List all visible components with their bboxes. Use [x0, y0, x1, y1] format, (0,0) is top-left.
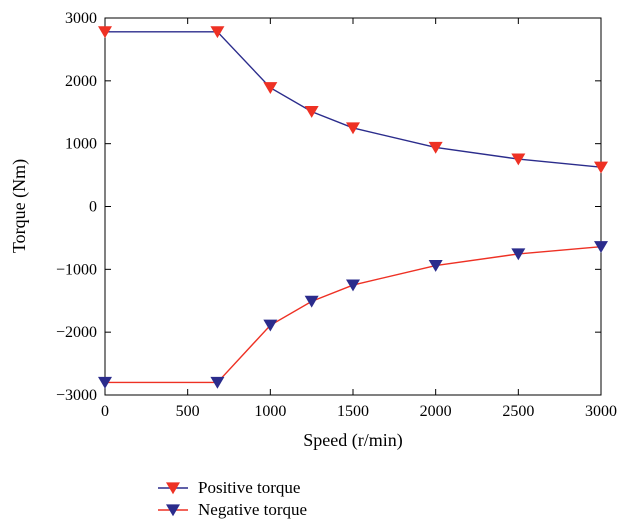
series-2-marker [511, 248, 526, 261]
x-tick-label: 1000 [254, 403, 286, 420]
x-axis-title: Speed (r/min) [303, 430, 402, 451]
y-tick-label: 2000 [65, 73, 97, 90]
series-1-marker [594, 161, 608, 174]
series-1-marker [210, 26, 225, 39]
series-1-marker [304, 106, 319, 118]
y-tick-label: −1000 [56, 261, 97, 278]
legend: Positive torque Negative torque [158, 478, 307, 519]
y-tick-label: 0 [89, 199, 97, 216]
legend-marker [166, 504, 180, 517]
series-2-marker [98, 376, 112, 389]
series-1-marker [263, 82, 278, 95]
legend-marker [166, 482, 180, 495]
legend-label: Positive torque [198, 478, 300, 497]
series-1-marker [428, 141, 443, 154]
y-tick-label: −3000 [56, 387, 97, 404]
series-2-marker [346, 279, 360, 292]
series-2-marker [304, 295, 319, 308]
y-tick-label: −2000 [56, 324, 97, 341]
x-tick-label: 2500 [502, 403, 534, 420]
x-tick-label: 1500 [337, 403, 369, 420]
legend-label: Negative torque [198, 500, 307, 519]
x-axis-ticks: 0 500 1000 1500 2000 2500 3000 [101, 18, 617, 420]
series-line-2 [105, 246, 602, 384]
plot-area-frame [104, 17, 602, 396]
series-1-marker [346, 122, 360, 135]
y-axis-title: Torque (Nm) [9, 159, 30, 253]
series-2-marker [263, 319, 278, 332]
x-tick-label: 3000 [585, 403, 617, 420]
series-1-marker [98, 26, 112, 39]
y-axis-ticks: 3000 2000 1000 0 −1000 −2000 −3000 [56, 10, 601, 404]
series-layer [98, 26, 608, 389]
series-2-marker [594, 241, 608, 254]
x-tick-label: 500 [176, 403, 200, 420]
x-tick-label: 2000 [420, 403, 452, 420]
x-tick-label: 0 [101, 403, 109, 420]
series-2-marker [210, 376, 225, 389]
y-tick-label: 3000 [65, 10, 97, 27]
series-1-marker [511, 153, 526, 166]
series-2-marker [428, 259, 443, 272]
series-line-1 [105, 31, 602, 168]
y-tick-label: 1000 [65, 136, 97, 153]
